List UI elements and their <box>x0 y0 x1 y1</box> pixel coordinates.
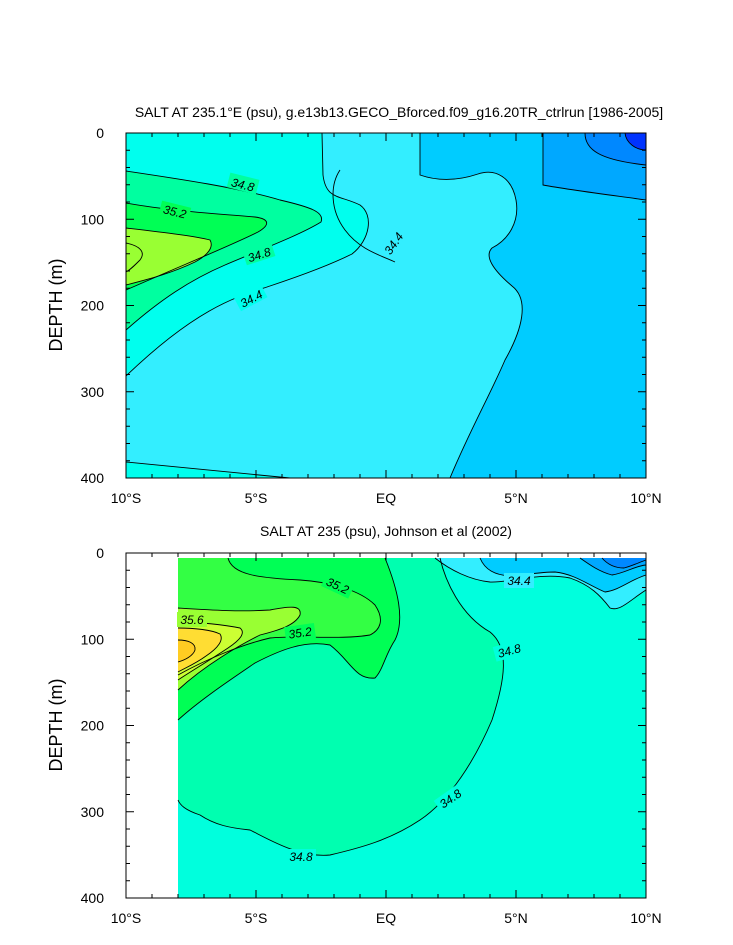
top-fill-328 <box>625 133 646 150</box>
bottom-contour-line <box>177 557 381 676</box>
top-y-tick-label: 400 <box>81 470 105 486</box>
bottom-x-tick-label: 5°S <box>245 910 268 926</box>
top-contour-label: 34.8 <box>230 175 256 194</box>
top-contour-line <box>125 170 323 331</box>
bottom-fill-368 <box>178 628 222 672</box>
top-contour-label: 35.2 <box>162 202 188 221</box>
bottom-x-tick-label: 10°N <box>630 910 661 926</box>
bottom-axes: 10°S 5°S EQ 5°N 10°N 0 100 200 300 400 <box>81 545 662 926</box>
bottom-x-tick-label: 10°S <box>111 910 142 926</box>
bottom-fill-372 <box>178 640 196 662</box>
bottom-x-tick-label: 5°N <box>504 910 528 926</box>
top-x-tick-label: 5°N <box>504 490 528 506</box>
bottom-contour-plot: 35.2 34.4 35.6 35.2 34.8 34.8 34.8 <box>177 557 647 898</box>
top-y-axis-label: DEPTH (m) <box>46 259 66 352</box>
top-contour-plot: 34.8 35.2 34.8 34.4 34.4 <box>125 132 647 479</box>
bottom-panel-title: SALT AT 235 (psu), Johnson et al (2002) <box>260 523 512 539</box>
top-x-tick-label: 10°S <box>111 490 142 506</box>
top-contour-lines <box>125 132 647 479</box>
bottom-contour-line <box>177 639 196 663</box>
bottom-y-tick-label: 400 <box>81 890 105 906</box>
bottom-contour-label: 34.4 <box>507 574 531 588</box>
top-contour-line <box>584 132 647 166</box>
top-contour-line <box>125 242 143 273</box>
bottom-contour-label: 34.8 <box>289 850 313 864</box>
bottom-contour-line <box>177 627 222 673</box>
top-contour-line <box>332 169 396 263</box>
bottom-y-tick-label: 100 <box>81 631 105 647</box>
bottom-x-tick-label: EQ <box>376 910 396 926</box>
top-x-tick-label: 5°S <box>245 490 268 506</box>
bottom-contour-line <box>177 606 301 691</box>
top-x-tick-label: 10°N <box>630 490 661 506</box>
top-x-tick-label: EQ <box>376 490 396 506</box>
bottom-contour-label: 34.8 <box>496 641 522 661</box>
bottom-y-tick-label: 0 <box>96 545 104 561</box>
bottom-contour-label: 35.2 <box>288 624 313 641</box>
top-y-tick-label: 100 <box>81 211 105 227</box>
bottom-contour-label: 35.6 <box>180 613 204 627</box>
top-contour-line <box>542 133 647 201</box>
bottom-y-tick-label: 200 <box>81 718 105 734</box>
bottom-contour-line <box>177 621 243 681</box>
bottom-contour-line <box>601 557 647 569</box>
top-panel-title: SALT AT 235.1°E (psu), g.e13b13.GECO_Bfo… <box>135 104 663 120</box>
bottom-contour-line <box>579 557 647 576</box>
bottom-contour-line <box>177 557 504 856</box>
top-contour-label: 34.8 <box>246 245 273 266</box>
top-fill-340 <box>420 133 646 478</box>
bottom-y-tick-label: 300 <box>81 804 105 820</box>
top-fill-360 <box>126 228 212 285</box>
bottom-contour-line <box>177 557 401 721</box>
bottom-contour-line <box>479 557 647 593</box>
bottom-contour-lines <box>177 557 647 856</box>
bottom-contour-line <box>434 557 647 610</box>
bottom-y-axis-label: DEPTH (m) <box>46 679 66 772</box>
top-y-tick-label: 200 <box>81 298 105 314</box>
top-contour-line <box>125 461 291 479</box>
top-contour-line <box>125 227 212 286</box>
top-axes: 10°S 5°S EQ 5°N 10°N 0 100 200 300 400 <box>81 125 662 506</box>
top-y-tick-label: 0 <box>96 125 104 141</box>
top-contour-line <box>125 132 369 377</box>
top-y-tick-label: 300 <box>81 384 105 400</box>
top-contour-line <box>419 133 523 479</box>
bottom-fill-332 <box>602 558 646 568</box>
